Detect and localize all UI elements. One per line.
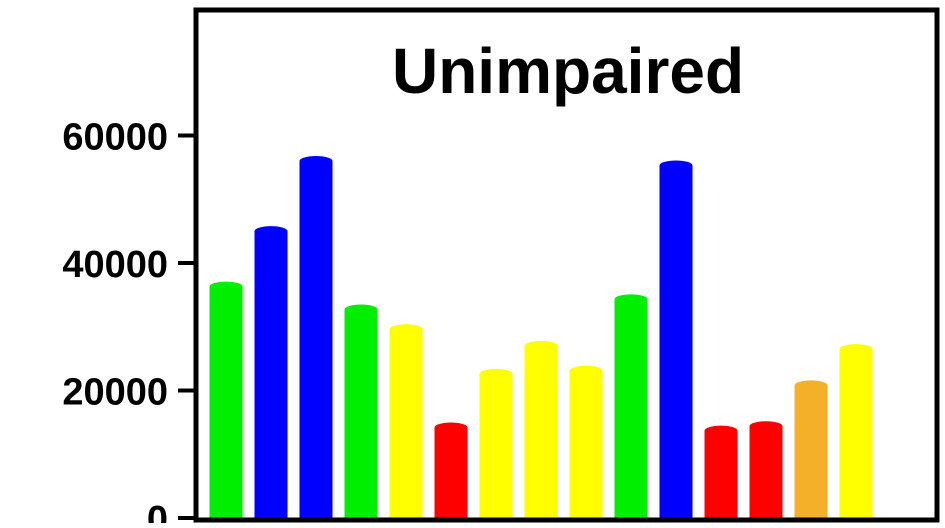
bar-cap — [480, 369, 513, 379]
bar-10 — [615, 294, 648, 518]
bar-1 — [210, 282, 243, 518]
bar-cap — [750, 421, 783, 431]
bar-body — [840, 349, 873, 518]
bar-body — [435, 427, 468, 518]
bar-cap — [210, 282, 243, 292]
bar-4 — [345, 305, 378, 518]
bar-cap — [660, 160, 693, 170]
bar-body — [525, 346, 558, 518]
bar-12 — [705, 426, 738, 518]
bar-cap — [255, 226, 288, 236]
bar-cap — [390, 324, 423, 334]
bar-body — [255, 231, 288, 518]
bar-cap — [300, 156, 333, 166]
bar-cap — [705, 426, 738, 436]
bar-body — [795, 385, 828, 518]
bar-body — [300, 161, 333, 518]
bar-3 — [300, 156, 333, 518]
y-tick-label: 0 — [147, 499, 168, 523]
bar-cap — [795, 380, 828, 390]
bar-body — [750, 426, 783, 518]
bar-body — [480, 374, 513, 518]
bar-body — [390, 329, 423, 518]
bar-5 — [390, 324, 423, 518]
bar-body — [345, 310, 378, 518]
bar-cap — [435, 422, 468, 432]
bar-13 — [750, 421, 783, 518]
bar-cap — [525, 341, 558, 351]
bar-15 — [840, 344, 873, 518]
bar-2 — [255, 226, 288, 518]
y-tick-label: 20000 — [62, 372, 168, 414]
chart-title: Unimpaired — [392, 35, 744, 107]
bar-11 — [660, 160, 693, 518]
axis-layer: 0 20000 40000 60000 — [62, 117, 196, 524]
bar-cap — [615, 294, 648, 304]
bar-body — [660, 165, 693, 518]
bars-layer — [210, 156, 873, 518]
bar-7 — [480, 369, 513, 518]
y-tick-label: 60000 — [62, 117, 168, 159]
bar-body — [570, 371, 603, 518]
bar-cap — [345, 305, 378, 315]
bar-6 — [435, 422, 468, 518]
bar-body — [615, 299, 648, 518]
bar-cap — [840, 344, 873, 354]
y-tick-label: 40000 — [62, 244, 168, 286]
bar-8 — [525, 341, 558, 518]
bar-14 — [795, 380, 828, 518]
bar-body — [210, 287, 243, 518]
bar-body — [705, 431, 738, 518]
bar-cap — [570, 366, 603, 376]
bar-9 — [570, 366, 603, 518]
